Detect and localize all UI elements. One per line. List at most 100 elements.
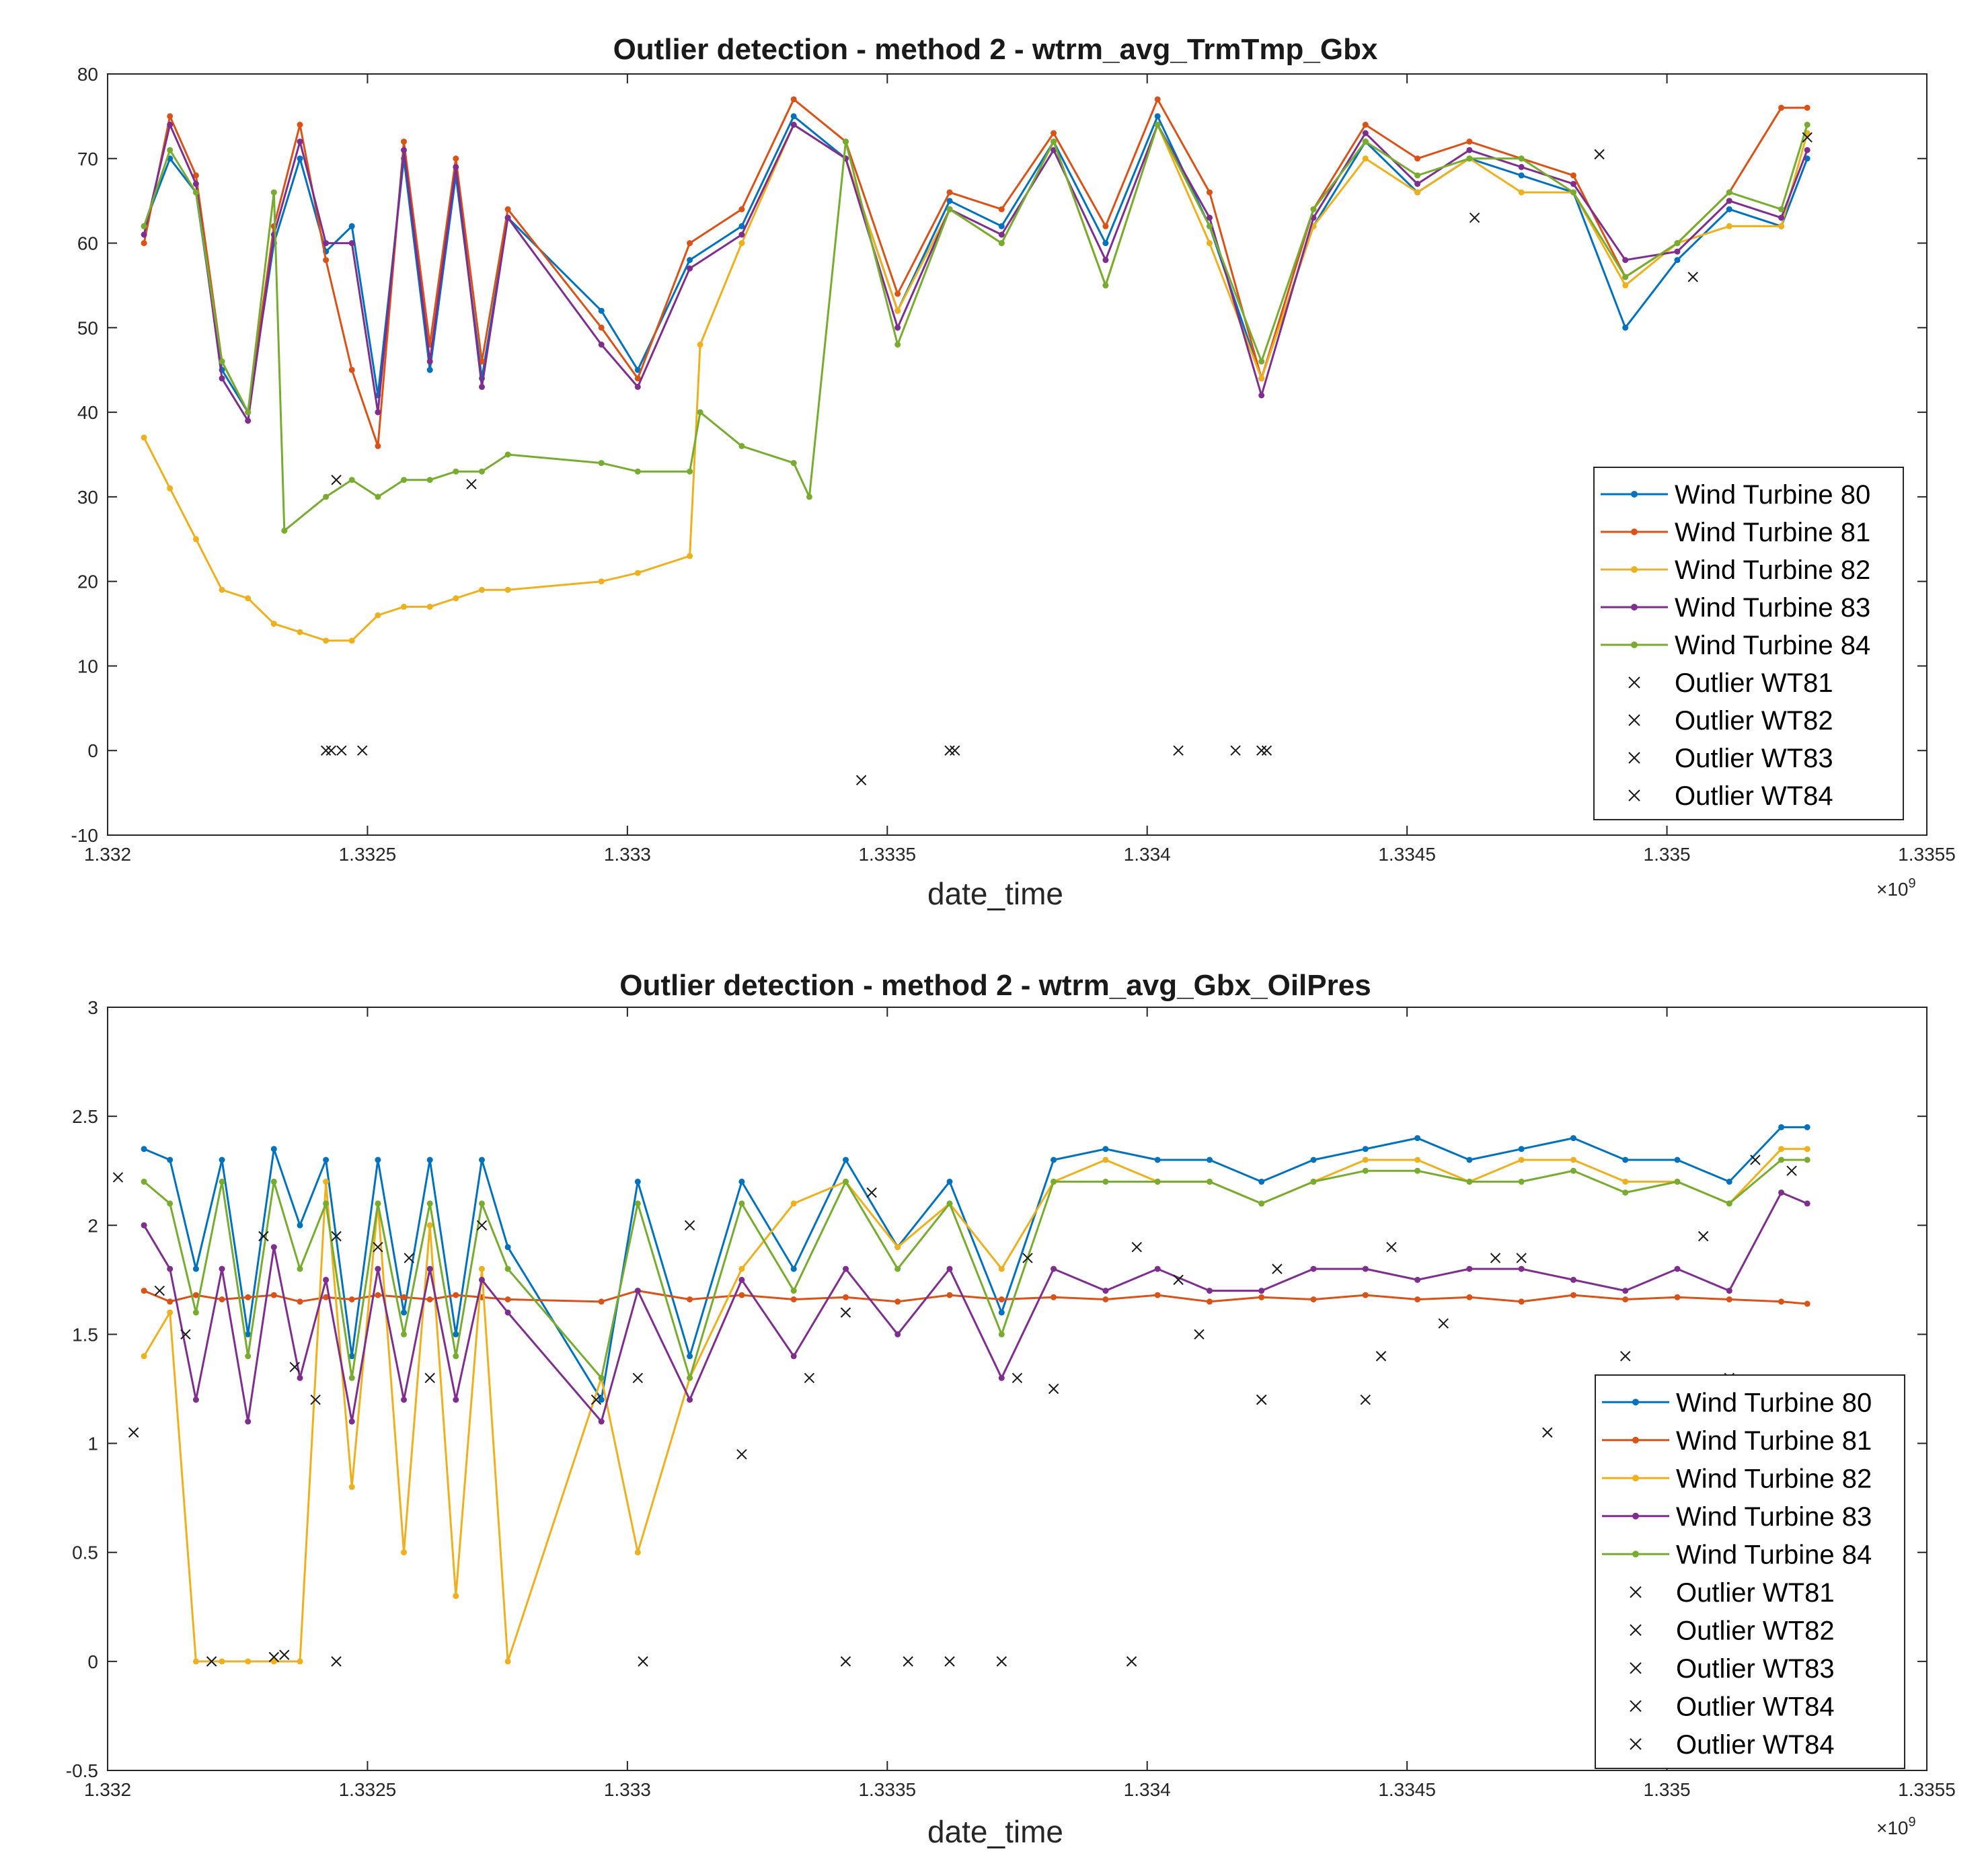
legend-entry: Outlier WT84	[1630, 1730, 1835, 1760]
y-tick-label: 50	[77, 317, 98, 338]
series-point	[426, 366, 433, 373]
outlier-marker	[1469, 212, 1480, 223]
legend-entry: Outlier WT84	[1630, 1692, 1835, 1721]
series-point	[1622, 324, 1629, 331]
series-point	[167, 1309, 174, 1316]
series-point	[1102, 1146, 1109, 1152]
series-point	[426, 1222, 433, 1228]
series-point	[843, 1178, 849, 1185]
series-line-4	[143, 124, 1808, 532]
series-point	[1804, 1200, 1810, 1207]
y-tick-label: 1.5	[72, 1324, 98, 1345]
series-point	[453, 595, 459, 602]
series-point	[504, 451, 511, 458]
series-point	[1466, 1265, 1473, 1272]
legend-x-marker	[1630, 1700, 1642, 1712]
plot-2-xlabel: date_time	[927, 1814, 1063, 1849]
series-point	[790, 1353, 797, 1360]
series-point	[245, 418, 252, 424]
series-point	[738, 1265, 745, 1272]
series-point	[348, 1353, 355, 1360]
outlier-marker	[1687, 272, 1698, 282]
series-point	[323, 240, 330, 247]
series-point	[634, 1288, 641, 1294]
series-point	[634, 1178, 641, 1185]
series-point	[1726, 1178, 1732, 1185]
series-point	[598, 307, 605, 314]
series-point	[894, 324, 901, 331]
legend-entry: Outlier WT82	[1628, 706, 1833, 736]
series-point	[1051, 139, 1057, 145]
series-point	[998, 1374, 1005, 1381]
series-point	[245, 1658, 252, 1665]
outlier-marker	[996, 1656, 1007, 1667]
series-point	[738, 1178, 745, 1185]
series-point	[1362, 155, 1369, 162]
series-point	[998, 1309, 1005, 1316]
y-tick-label: -10	[71, 825, 98, 846]
series-point	[192, 189, 199, 196]
series-point	[453, 1593, 459, 1600]
series-point	[998, 1331, 1005, 1337]
series-point	[1207, 214, 1213, 221]
x-tick-label: 1.3355	[1898, 844, 1956, 865]
outlier-marker	[1173, 745, 1184, 756]
outlier-marker	[1786, 1165, 1797, 1176]
series-point	[1414, 172, 1421, 179]
series-point	[1804, 122, 1810, 128]
series-point	[401, 1331, 407, 1337]
series-point	[1362, 1146, 1369, 1152]
y-tick-label: 60	[77, 233, 98, 254]
series-point	[738, 240, 745, 247]
outlier-marker	[1375, 1351, 1387, 1362]
series-point	[598, 1397, 605, 1403]
series-point	[141, 1353, 147, 1360]
legend-entry: Wind Turbine 81	[1602, 1426, 1872, 1456]
series-point	[1051, 1178, 1057, 1185]
outlier-marker	[1126, 1656, 1137, 1667]
series-point	[479, 468, 485, 475]
plot-2-title: Outlier detection - method 2 - wtrm_avg_…	[619, 969, 1371, 1002]
series-point	[270, 621, 277, 627]
outlier-marker	[331, 475, 342, 485]
series-point	[401, 1549, 407, 1556]
series-point	[1778, 1157, 1785, 1163]
legend-entry: Outlier WT81	[1628, 668, 1833, 698]
series-point	[1310, 1157, 1317, 1163]
legend-entry: Outlier WT81	[1630, 1578, 1835, 1608]
series-point	[946, 189, 953, 196]
series-point	[1804, 1300, 1810, 1307]
series-point	[894, 307, 901, 314]
series-point	[1622, 1157, 1629, 1163]
outlier-marker	[1516, 1253, 1527, 1263]
series-point	[1258, 375, 1265, 382]
series-point	[998, 1265, 1005, 1272]
series-point	[1362, 1167, 1369, 1174]
series-point	[141, 1146, 147, 1152]
y-tick-label: 20	[77, 572, 98, 592]
series-point	[375, 612, 381, 619]
series-point	[1362, 1265, 1369, 1272]
legend-label: Outlier WT84	[1676, 1692, 1835, 1721]
series-point	[297, 1222, 303, 1228]
legend-marker	[1632, 1551, 1639, 1558]
outlier-marker	[180, 1329, 191, 1340]
series-point	[843, 1294, 849, 1300]
series-point	[1362, 130, 1369, 136]
outlier-marker	[356, 745, 368, 756]
series-point	[245, 1294, 252, 1300]
outlier-marker	[1542, 1427, 1553, 1438]
series-point	[946, 1200, 953, 1207]
series-point	[1622, 1189, 1629, 1196]
series-point	[738, 223, 745, 229]
series-point	[1414, 181, 1421, 187]
legend-entry: Outlier WT83	[1628, 744, 1833, 773]
series-point	[946, 1292, 953, 1298]
plot-1: Outlier detection - method 2 - wtrm_avg_…	[71, 33, 1956, 911]
series-point	[219, 1157, 225, 1163]
series-point	[998, 1296, 1005, 1302]
series-point	[634, 1549, 641, 1556]
outlier-marker	[1022, 1253, 1033, 1263]
series-point	[1778, 1189, 1785, 1196]
series-point	[1154, 1157, 1161, 1163]
